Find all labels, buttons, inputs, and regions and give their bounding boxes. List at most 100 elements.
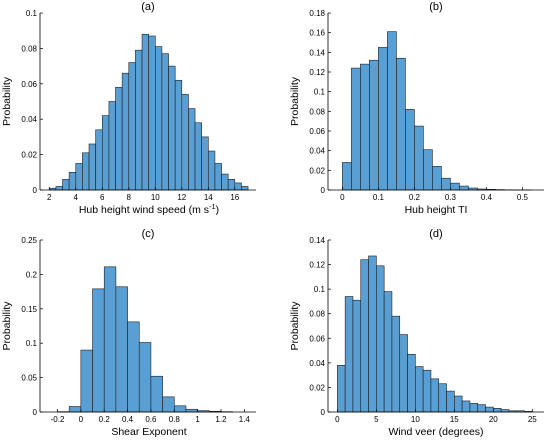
histogram-bar xyxy=(75,163,83,191)
x-tick-label: 6 xyxy=(100,193,105,202)
histogram-bar xyxy=(150,375,163,413)
histogram-bar xyxy=(95,129,103,191)
panel-title: (a) xyxy=(141,1,154,13)
x-tick-label: 0 xyxy=(335,415,340,424)
x-tick-label: 5 xyxy=(374,415,379,424)
x-tick-label: 25 xyxy=(528,415,537,424)
x-tick-label: 4 xyxy=(74,193,79,202)
x-tick-label: 20 xyxy=(489,415,498,424)
x-tick-label: 0.6 xyxy=(145,415,157,424)
y-tick-label: 0 xyxy=(33,408,38,417)
histogram-bar xyxy=(68,172,77,191)
y-tick-label: 0.16 xyxy=(309,29,325,38)
x-tick-label: 1.2 xyxy=(215,415,227,424)
y-tick-label: 0 xyxy=(321,408,326,417)
y-tick-label: 0 xyxy=(33,186,38,195)
x-tick-label: 0.2 xyxy=(409,193,421,202)
histogram-bar xyxy=(469,403,479,413)
histogram-bar xyxy=(387,31,397,191)
histogram-bar xyxy=(441,177,451,191)
histogram-bar xyxy=(344,296,354,413)
histogram-bar xyxy=(414,125,424,191)
histogram-bar xyxy=(168,65,176,191)
histogram-bar xyxy=(148,35,156,191)
x-tick-label: 0.1 xyxy=(373,193,385,202)
x-tick-label: 0.4 xyxy=(481,193,493,202)
x-axis-title: Hub height wind speed (m s-1) xyxy=(79,202,219,217)
chart-panel-a: 2 4 6 8 10 12 14 16 0 0.02 0.04 0.06 0.08 0.1 (a) Hub h… xyxy=(1,1,256,216)
x-tick-label: 0 xyxy=(340,193,345,202)
histogram-bar xyxy=(141,33,149,191)
panel-title: (b) xyxy=(429,1,442,13)
x-tick-label: 0 xyxy=(79,415,84,424)
histogram-bar xyxy=(459,185,469,191)
histogram-bar xyxy=(214,163,222,191)
histogram-bar xyxy=(360,63,370,191)
histogram-bar xyxy=(55,186,63,191)
histogram-bar xyxy=(360,259,369,413)
histogram-bar xyxy=(80,349,93,413)
x-tick-label: 0.8 xyxy=(169,415,181,424)
y-tick-label: 0.06 xyxy=(21,80,37,89)
x-tick-label: 16 xyxy=(230,193,239,202)
x-axis-title-text: Shear Exponent xyxy=(111,426,186,438)
y-tick-label: 0.1 xyxy=(26,9,38,18)
histogram-bar xyxy=(173,405,187,413)
y-tick-label: 0 xyxy=(321,186,326,195)
y-axis-title: Probability xyxy=(1,76,13,126)
histogram-bar xyxy=(128,62,136,191)
y-tick-label: 0.08 xyxy=(21,44,37,53)
histogram-bar xyxy=(101,115,110,191)
y-tick-label: 0.1 xyxy=(314,285,326,294)
histogram-bar xyxy=(234,182,242,191)
histogram-bar xyxy=(121,72,130,191)
histogram-bar xyxy=(383,291,393,413)
histogram-bar xyxy=(422,369,432,413)
y-tick-label: 0.14 xyxy=(309,236,325,245)
histogram-bar xyxy=(68,406,82,413)
histogram-bar xyxy=(432,166,442,191)
y-tick-label: 0.06 xyxy=(309,127,325,136)
histogram-bar xyxy=(162,396,175,413)
histogram-bar xyxy=(207,150,216,191)
y-tick-label: 0.15 xyxy=(21,305,37,314)
histogram-bar xyxy=(135,49,143,191)
histogram-bar xyxy=(415,366,424,413)
x-axis-title: Shear Exponent xyxy=(111,426,186,438)
y-tick-label: 0.05 xyxy=(21,374,37,383)
x-tick-label: 0.4 xyxy=(122,415,134,424)
histogram-bar xyxy=(396,57,406,191)
y-tick-label: 0.18 xyxy=(309,9,325,18)
y-tick-label: 0.25 xyxy=(21,236,37,245)
histogram-bar xyxy=(430,378,440,413)
histogram-bar xyxy=(352,299,362,413)
x-axis-title: Hub height TI xyxy=(405,204,468,216)
y-tick-label: 0.04 xyxy=(309,147,325,156)
histogram-bar xyxy=(376,265,385,413)
histogram-bar xyxy=(342,162,352,191)
histogram-bar xyxy=(438,383,447,413)
histogram-bar xyxy=(188,108,196,191)
x-tick-label: 1 xyxy=(195,415,200,424)
histogram-bar xyxy=(88,143,96,191)
histogram-bar xyxy=(399,334,408,413)
histogram-bar xyxy=(194,122,202,191)
x-tick-label: 14 xyxy=(204,193,213,202)
histogram-bar xyxy=(92,288,105,413)
histogram-bar xyxy=(221,173,229,191)
histogram-bar xyxy=(174,79,183,191)
histogram-bar xyxy=(405,109,415,191)
histogram-bar xyxy=(368,255,377,413)
histogram-bar xyxy=(62,179,70,191)
histogram-bar xyxy=(108,101,116,191)
histogram-bar xyxy=(138,342,152,413)
histogram-bar xyxy=(185,408,198,413)
y-tick-label: 0.04 xyxy=(21,115,37,124)
y-tick-label: 0.2 xyxy=(26,270,38,279)
x-tick-label: 0.5 xyxy=(517,193,529,202)
histogram-bar xyxy=(181,94,189,191)
histogram-bar xyxy=(82,152,90,191)
x-axis-title-superscript: -1 xyxy=(209,202,216,211)
histogram-bar xyxy=(227,179,236,191)
histogram-bar xyxy=(423,149,433,191)
